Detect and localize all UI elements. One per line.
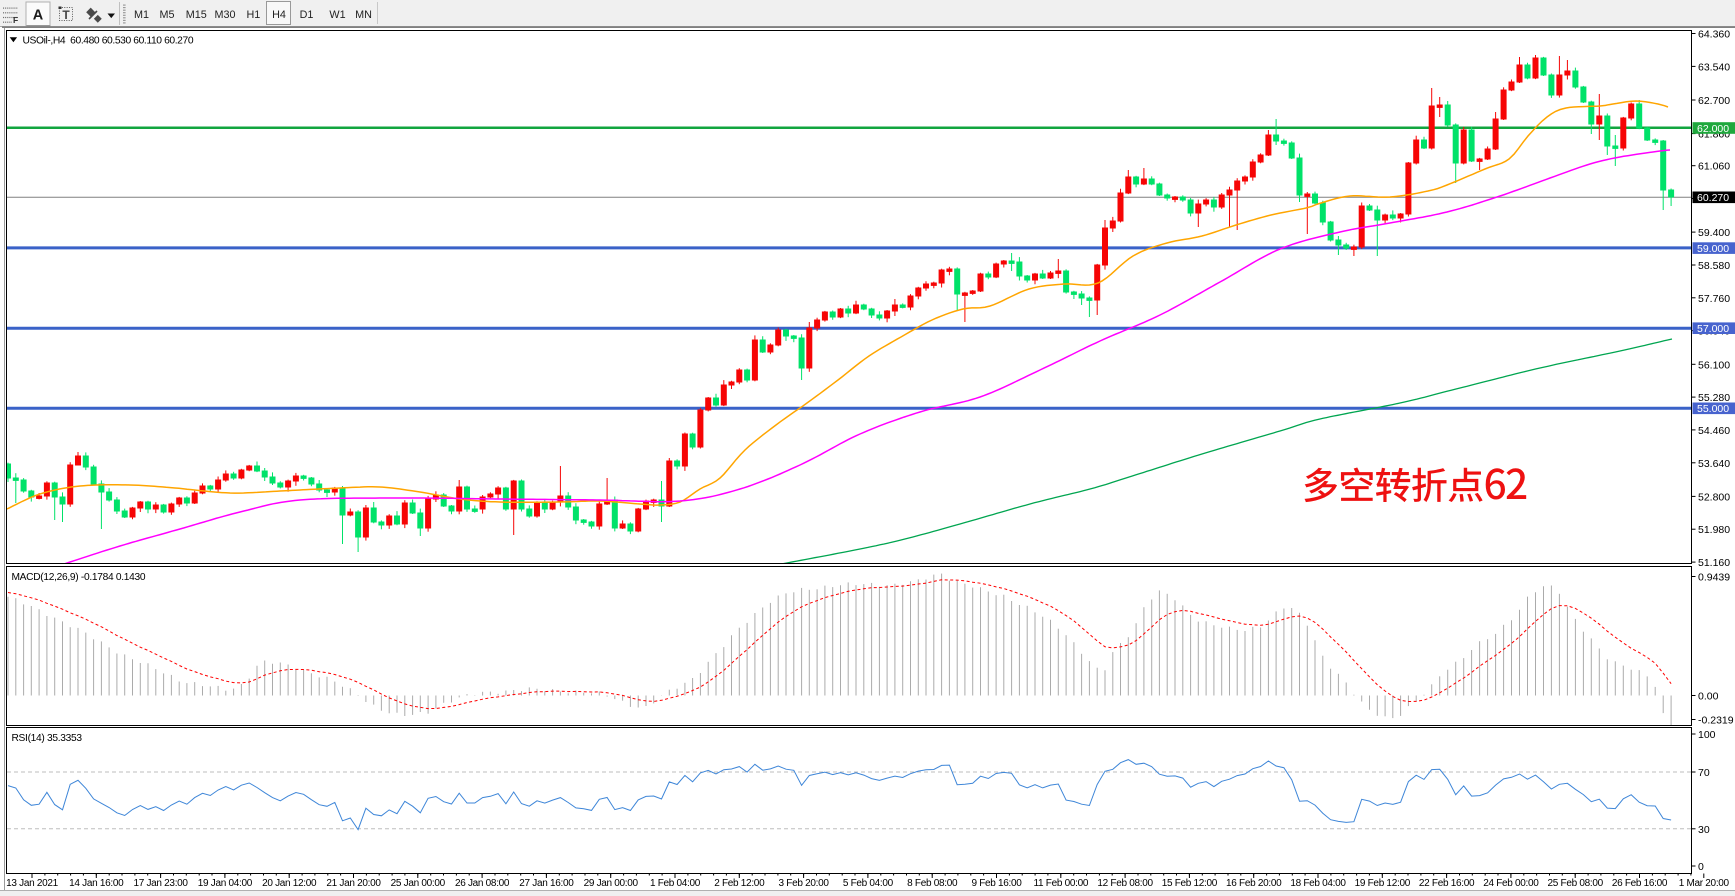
svg-text:2 Feb 12:00: 2 Feb 12:00 [714,878,765,889]
svg-text:62.000: 62.000 [1697,123,1729,135]
svg-text:22 Feb 16:00: 22 Feb 16:00 [1419,878,1475,889]
svg-text:14 Jan 16:00: 14 Jan 16:00 [69,878,124,889]
svg-text:A: A [33,8,44,24]
svg-text:D1: D1 [300,9,314,21]
svg-text:100: 100 [1698,729,1716,741]
svg-text:70: 70 [1698,767,1710,779]
svg-text:56.100: 56.100 [1698,359,1730,371]
svg-text:13 Jan 2021: 13 Jan 2021 [6,878,58,889]
svg-text:9 Feb 16:00: 9 Feb 16:00 [971,878,1022,889]
svg-text:H1: H1 [246,9,260,21]
svg-text:51.980: 51.980 [1698,524,1730,536]
svg-text:1 Mar 20:00: 1 Mar 20:00 [1679,878,1730,889]
svg-text:64.360: 64.360 [1698,29,1730,41]
svg-text:54.460: 54.460 [1698,425,1730,437]
svg-text:M5: M5 [160,9,175,21]
svg-text:21 Jan 20:00: 21 Jan 20:00 [326,878,381,889]
svg-text:M15: M15 [186,9,207,21]
svg-text:M1: M1 [134,9,149,21]
svg-text:26 Feb 16:00: 26 Feb 16:00 [1612,878,1668,889]
svg-text:20 Jan 12:00: 20 Jan 12:00 [262,878,317,889]
svg-text:57.000: 57.000 [1697,323,1729,335]
svg-text:57.760: 57.760 [1698,293,1730,305]
svg-text:RSI(14) 35.3353: RSI(14) 35.3353 [12,733,83,744]
svg-text:11 Feb 00:00: 11 Feb 00:00 [1034,878,1089,889]
svg-text:63.540: 63.540 [1698,61,1730,73]
svg-text:-0.2319: -0.2319 [1698,715,1734,727]
svg-text:8 Feb 08:00: 8 Feb 08:00 [907,878,958,889]
svg-text:USOil-,H4 60.480 60.530 60.11: USOil-,H4 60.480 60.530 60.110 60.270 [23,35,194,46]
svg-text:W1: W1 [329,9,345,21]
svg-text:29 Jan 00:00: 29 Jan 00:00 [584,878,639,889]
svg-text:61.060: 61.060 [1698,161,1730,173]
svg-text:59.400: 59.400 [1698,227,1730,239]
svg-text:5 Feb 04:00: 5 Feb 04:00 [843,878,894,889]
svg-text:25 Jan 00:00: 25 Jan 00:00 [391,878,446,889]
svg-text:55.000: 55.000 [1697,403,1729,415]
svg-text:59.000: 59.000 [1697,243,1729,255]
svg-text:H4: H4 [272,9,286,21]
svg-text:1 Feb 04:00: 1 Feb 04:00 [650,878,701,889]
svg-text:51.160: 51.160 [1698,557,1730,569]
svg-text:17 Jan 23:00: 17 Jan 23:00 [133,878,188,889]
svg-text:18 Feb 04:00: 18 Feb 04:00 [1290,878,1346,889]
svg-text:24 Feb 00:00: 24 Feb 00:00 [1483,878,1539,889]
svg-text:MN: MN [355,9,372,21]
svg-text:60.270: 60.270 [1697,192,1729,204]
svg-text:26 Jan 08:00: 26 Jan 08:00 [455,878,510,889]
svg-text:F: F [13,15,18,25]
svg-text:30: 30 [1698,824,1710,836]
svg-text:0: 0 [1698,861,1704,873]
svg-text:55.280: 55.280 [1698,392,1730,404]
svg-text:16 Feb 20:00: 16 Feb 20:00 [1226,878,1282,889]
svg-text:MACD(12,26,9) -0.1784 0.1430: MACD(12,26,9) -0.1784 0.1430 [12,572,146,583]
svg-text:27 Jan 16:00: 27 Jan 16:00 [519,878,574,889]
svg-text:58.580: 58.580 [1698,260,1730,272]
svg-text:19 Jan 04:00: 19 Jan 04:00 [198,878,253,889]
svg-text:19 Feb 12:00: 19 Feb 12:00 [1355,878,1411,889]
svg-text:25 Feb 08:00: 25 Feb 08:00 [1548,878,1604,889]
svg-text:12 Feb 08:00: 12 Feb 08:00 [1097,878,1153,889]
svg-text:0.00: 0.00 [1698,691,1719,703]
svg-text:T: T [62,8,70,22]
svg-text:53.640: 53.640 [1698,458,1730,470]
svg-text:15 Feb 12:00: 15 Feb 12:00 [1162,878,1218,889]
svg-text:3 Feb 20:00: 3 Feb 20:00 [779,878,830,889]
svg-text:52.800: 52.800 [1698,491,1730,503]
svg-text:62.700: 62.700 [1698,95,1730,107]
svg-text:M30: M30 [214,9,235,21]
svg-text:0.9439: 0.9439 [1698,572,1730,584]
